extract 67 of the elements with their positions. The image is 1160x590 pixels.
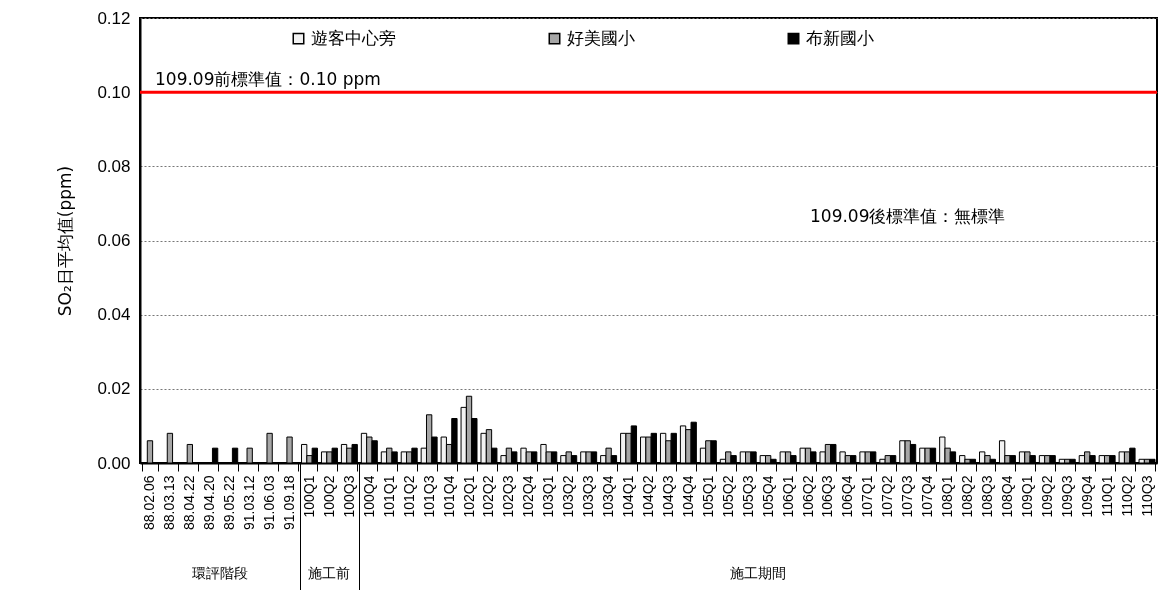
x-tick-label: 103Q4	[600, 475, 617, 518]
x-tick-label: 88.02.06	[141, 475, 158, 530]
x-tick-label: 109Q1	[1018, 475, 1035, 518]
x-tick-label: 105Q1	[699, 475, 716, 518]
x-tick-label: 107Q4	[919, 475, 936, 518]
x-tick-label: 106Q1	[779, 475, 796, 518]
x-tick-label: 102Q2	[480, 475, 497, 518]
x-tick-label: 104Q1	[620, 475, 637, 518]
x-tick-label: 105Q2	[719, 475, 736, 518]
x-tick-label: 103Q2	[560, 475, 577, 518]
x-tick-label: 109Q3	[1058, 475, 1075, 518]
x-tick-label: 104Q2	[640, 475, 656, 518]
x-tick-label: 100Q4	[360, 475, 377, 518]
y-tick-label: 0.00	[97, 453, 131, 473]
x-tick-label: 108Q2	[959, 475, 976, 518]
x-tick-label: 110Q2	[1118, 475, 1135, 517]
x-tick-label: 110Q1	[1098, 475, 1115, 517]
ref-line-label: 109.09前標準值：0.10 ppm	[155, 69, 381, 90]
x-tick-label: 107Q2	[879, 475, 896, 518]
y-tick-label: 0.08	[97, 156, 131, 176]
x-tick-label: 101Q1	[380, 475, 397, 518]
x-tick-label: 88.03.13	[161, 475, 178, 530]
x-tick-label: 102Q3	[500, 475, 517, 518]
x-tick-label: 103Q3	[580, 475, 597, 518]
x-tick-label: 105Q3	[739, 475, 756, 518]
x-tick-label: 101Q2	[400, 475, 417, 518]
x-tick-label: 103Q1	[540, 475, 557, 518]
y-tick-label: 0.06	[97, 231, 131, 250]
y-tick-label: 0.12	[97, 8, 131, 28]
x-tick-label: 100Q1	[301, 475, 317, 518]
text: 施工期間	[730, 565, 787, 583]
y-tick-label: 0.10	[97, 82, 131, 102]
x-tick-label: 106Q2	[799, 475, 816, 518]
y-tick-label: 0.04	[97, 305, 131, 325]
legend-label: 遊客中心旁	[311, 27, 396, 48]
x-tick-label: 108Q4	[998, 475, 1015, 518]
text: 施工前	[308, 565, 351, 583]
x-tick-label: 100Q3	[340, 475, 357, 518]
x-tick-label: 102Q1	[460, 475, 477, 518]
legend-label: 好美國小	[567, 27, 635, 48]
y-tick-label: 0.02	[97, 379, 131, 399]
x-tick-label: 106Q3	[819, 475, 836, 518]
x-tick-label: 89.05.22	[221, 475, 238, 530]
x-tick-label: 91.09.18	[281, 475, 298, 530]
x-tick-label: 106Q4	[839, 475, 856, 518]
x-tick-label: 109Q4	[1078, 475, 1095, 518]
x-tick-label: 88.04.22	[181, 475, 198, 530]
x-tick-label: 108Q1	[939, 475, 956, 518]
x-tick-label: 107Q1	[859, 475, 876, 518]
x-tick-label: 89.04.20	[201, 475, 218, 530]
legend-label: 布新國小	[806, 27, 874, 48]
x-tick-label: 104Q4	[679, 475, 696, 518]
x-tick-label: 102Q4	[520, 475, 537, 518]
x-tick-label: 110Q3	[1138, 475, 1155, 517]
y-axis-title: SO₂日平均值(ppm)	[55, 165, 76, 317]
x-tick-label: 101Q3	[420, 475, 437, 518]
x-tick-label: 104Q3	[659, 475, 676, 518]
text: 環評階段	[191, 565, 248, 583]
x-tick-label: 100Q2	[320, 475, 337, 518]
x-tick-label: 91.03.12	[241, 475, 258, 530]
x-tick-label: 107Q3	[899, 475, 916, 518]
annotation: 109.09後標準值：無標準	[810, 206, 1006, 226]
x-tick-label: 109Q2	[1038, 475, 1055, 518]
x-tick-label: 101Q4	[440, 475, 457, 518]
x-tick-label: 108Q3	[979, 475, 995, 518]
x-tick-label: 91.06.03	[261, 475, 278, 530]
x-tick-label: 105Q4	[759, 475, 776, 518]
